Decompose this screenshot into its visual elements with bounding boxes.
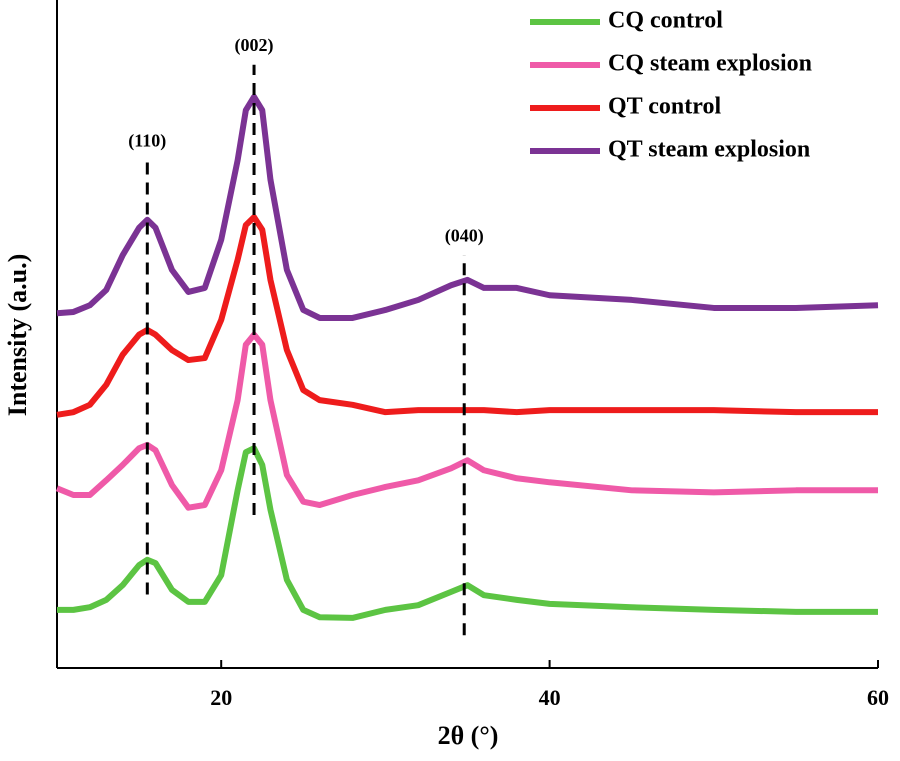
- line: [55, 331, 878, 511]
- legend-label: CQ steam explosion: [608, 51, 812, 77]
- legend-label: QT control: [608, 94, 721, 120]
- annotation-label: (040): [445, 225, 484, 246]
- y-axis-label: Intensity (a.u.): [3, 254, 32, 417]
- annotation-label: (110): [128, 130, 166, 151]
- x-axis-label: 2θ (°): [438, 721, 499, 750]
- line: [56, 214, 878, 418]
- legend-label: QT steam explosion: [608, 137, 810, 163]
- line: [57, 445, 878, 621]
- x-tick-label: 60: [867, 685, 889, 710]
- annotation-label: (002): [235, 35, 274, 56]
- line: [56, 93, 879, 321]
- legend-label: CQ control: [608, 8, 723, 34]
- x-tick-label: 40: [539, 685, 561, 710]
- x-tick-label: 20: [210, 685, 232, 710]
